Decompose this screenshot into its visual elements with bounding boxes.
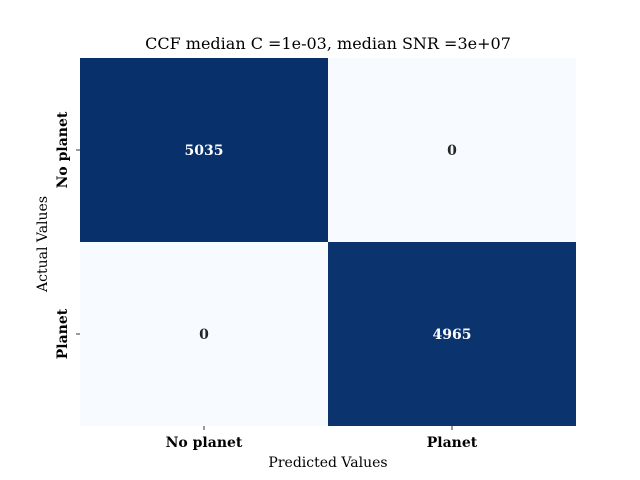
y-tick-label: No planet [55, 111, 71, 188]
heatmap-cell-no-planet-planet [328, 58, 576, 242]
heatmap-cell-planet-no-planet [80, 242, 328, 426]
heatmap-cells [80, 58, 576, 426]
chart-title: CCF median C =1e-03, median SNR =3e+07 [145, 34, 511, 53]
x-tick-label: Planet [427, 435, 478, 451]
x-axis-ticks: No planet Planet [166, 426, 478, 451]
cell-value-label: 5035 [185, 143, 224, 159]
heatmap-cell-planet-planet [328, 242, 576, 426]
cell-value-label: 4965 [433, 327, 472, 343]
y-axis-ticks: No planet Planet [55, 111, 80, 359]
y-axis-label: Actual Values [35, 196, 51, 293]
x-axis-label: Predicted Values [268, 455, 387, 471]
cell-value-label: 0 [447, 143, 457, 159]
x-tick-label: No planet [166, 435, 243, 451]
heatmap-cell-no-planet-no-planet [80, 58, 328, 242]
cell-value-label: 0 [199, 327, 209, 343]
heatmap-cell-labels: 5035 0 0 4965 [185, 143, 472, 343]
y-tick-label: Planet [55, 308, 71, 359]
